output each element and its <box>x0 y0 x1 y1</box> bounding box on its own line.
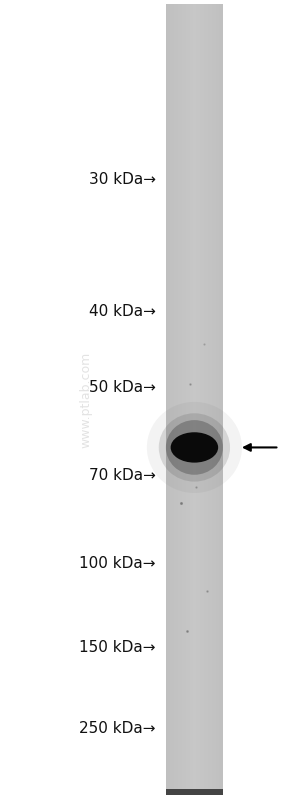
Bar <box>190 4 191 795</box>
Bar <box>173 4 175 795</box>
Bar <box>201 4 202 795</box>
Bar <box>194 4 196 795</box>
Text: www.ptlab.com: www.ptlab.com <box>80 352 93 447</box>
Bar <box>169 4 171 795</box>
Bar <box>166 4 168 795</box>
Bar <box>199 4 200 795</box>
Bar <box>187 4 188 795</box>
Bar <box>203 4 204 795</box>
Bar <box>220 4 221 795</box>
Text: 150 kDa→: 150 kDa→ <box>79 640 156 654</box>
Bar <box>183 4 184 795</box>
Bar <box>206 4 207 795</box>
Bar <box>175 4 177 795</box>
Bar <box>222 4 223 795</box>
Bar <box>181 4 182 795</box>
Bar <box>196 4 198 795</box>
Bar <box>215 4 217 795</box>
Bar <box>166 789 223 795</box>
Bar <box>197 4 198 795</box>
Bar <box>174 4 175 795</box>
Bar <box>184 4 185 795</box>
Bar <box>214 4 215 795</box>
Bar <box>217 4 219 795</box>
Bar <box>180 4 181 795</box>
Bar <box>166 4 167 795</box>
Bar <box>215 4 216 795</box>
Bar <box>202 4 203 795</box>
Bar <box>188 4 189 795</box>
Text: 250 kDa→: 250 kDa→ <box>79 721 156 736</box>
Bar <box>182 4 183 795</box>
Bar <box>198 4 200 795</box>
Text: 70 kDa→: 70 kDa→ <box>89 468 156 483</box>
Text: 30 kDa→: 30 kDa→ <box>88 173 156 187</box>
Bar <box>168 4 169 795</box>
Bar <box>192 4 193 795</box>
Bar <box>191 4 192 795</box>
Bar <box>178 4 179 795</box>
Bar <box>189 4 190 795</box>
Bar <box>207 4 208 795</box>
Bar <box>208 4 209 795</box>
Bar <box>170 4 172 795</box>
Bar <box>177 4 178 795</box>
Bar <box>211 4 212 795</box>
Bar <box>219 4 221 795</box>
Text: 50 kDa→: 50 kDa→ <box>89 380 156 395</box>
Ellipse shape <box>147 402 242 493</box>
Bar <box>195 4 197 795</box>
Ellipse shape <box>166 420 223 475</box>
Bar <box>218 4 220 795</box>
Bar <box>171 4 173 795</box>
Bar <box>209 4 210 795</box>
Bar <box>212 4 213 795</box>
Bar <box>172 4 174 795</box>
Text: 40 kDa→: 40 kDa→ <box>89 304 156 319</box>
Bar <box>168 4 170 795</box>
Bar <box>192 4 194 795</box>
Text: 100 kDa→: 100 kDa→ <box>79 556 156 570</box>
Bar <box>210 4 211 795</box>
Bar <box>217 4 218 795</box>
Ellipse shape <box>159 413 230 482</box>
Bar <box>186 4 187 795</box>
Bar <box>200 4 201 795</box>
Bar <box>221 4 223 795</box>
Bar <box>213 4 214 795</box>
Bar <box>185 4 186 795</box>
Bar <box>204 4 205 795</box>
Bar <box>194 4 195 795</box>
Bar <box>205 4 206 795</box>
Ellipse shape <box>170 432 218 463</box>
Bar <box>176 4 177 795</box>
Bar <box>179 4 180 795</box>
